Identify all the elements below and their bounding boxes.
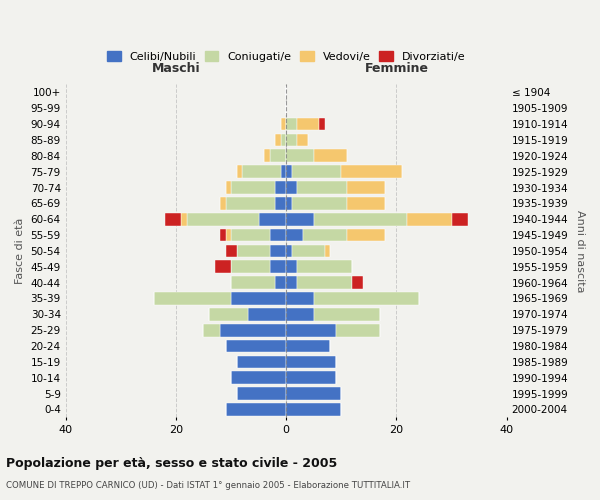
Bar bbox=[286, 244, 292, 258]
Text: Femmine: Femmine bbox=[364, 62, 428, 75]
Bar bbox=[220, 324, 286, 336]
Bar bbox=[275, 197, 286, 209]
Bar bbox=[154, 292, 231, 305]
Bar bbox=[226, 244, 236, 258]
Text: Maschi: Maschi bbox=[152, 62, 200, 75]
Bar bbox=[314, 292, 419, 305]
Bar bbox=[275, 181, 286, 194]
Bar bbox=[314, 150, 347, 162]
Bar bbox=[226, 197, 275, 209]
Bar bbox=[336, 324, 380, 336]
Bar bbox=[259, 213, 286, 226]
Bar bbox=[286, 181, 297, 194]
Bar bbox=[231, 276, 275, 289]
Bar bbox=[242, 166, 281, 178]
Bar bbox=[297, 260, 352, 273]
Bar bbox=[281, 166, 286, 178]
Bar bbox=[286, 387, 341, 400]
Bar bbox=[269, 260, 286, 273]
Bar bbox=[281, 118, 286, 130]
Legend: Celibi/Nubili, Coniugati/e, Vedovi/e, Divorziati/e: Celibi/Nubili, Coniugati/e, Vedovi/e, Di… bbox=[103, 47, 469, 66]
Bar bbox=[352, 276, 364, 289]
Bar bbox=[187, 213, 259, 226]
Bar bbox=[231, 260, 269, 273]
Bar bbox=[226, 228, 231, 241]
Bar bbox=[347, 197, 385, 209]
Bar bbox=[286, 276, 297, 289]
Bar bbox=[319, 118, 325, 130]
Bar bbox=[325, 244, 331, 258]
Bar bbox=[314, 213, 407, 226]
Bar bbox=[226, 181, 231, 194]
Bar bbox=[220, 228, 226, 241]
Bar bbox=[297, 181, 347, 194]
Bar bbox=[269, 228, 286, 241]
Bar bbox=[215, 260, 231, 273]
Text: Popolazione per età, sesso e stato civile - 2005: Popolazione per età, sesso e stato civil… bbox=[6, 458, 337, 470]
Bar bbox=[286, 228, 303, 241]
Bar bbox=[236, 387, 286, 400]
Bar bbox=[209, 308, 248, 320]
Bar bbox=[269, 150, 286, 162]
Bar bbox=[286, 197, 292, 209]
Bar bbox=[452, 213, 468, 226]
Bar bbox=[181, 213, 187, 226]
Bar bbox=[292, 244, 325, 258]
Bar bbox=[286, 308, 314, 320]
Bar bbox=[231, 292, 286, 305]
Bar bbox=[236, 244, 269, 258]
Bar bbox=[286, 166, 292, 178]
Bar bbox=[292, 197, 347, 209]
Y-axis label: Anni di nascita: Anni di nascita bbox=[575, 210, 585, 292]
Bar bbox=[292, 166, 341, 178]
Bar bbox=[303, 228, 347, 241]
Bar bbox=[341, 166, 402, 178]
Bar bbox=[281, 134, 286, 146]
Bar bbox=[236, 356, 286, 368]
Bar bbox=[275, 276, 286, 289]
Bar bbox=[286, 260, 297, 273]
Y-axis label: Fasce di età: Fasce di età bbox=[15, 218, 25, 284]
Bar bbox=[226, 403, 286, 416]
Bar bbox=[220, 197, 226, 209]
Bar bbox=[297, 118, 319, 130]
Bar bbox=[286, 340, 331, 352]
Bar bbox=[269, 244, 286, 258]
Bar bbox=[226, 340, 286, 352]
Bar bbox=[264, 150, 269, 162]
Bar bbox=[236, 166, 242, 178]
Bar bbox=[297, 276, 352, 289]
Bar bbox=[165, 213, 181, 226]
Bar bbox=[248, 308, 286, 320]
Bar bbox=[347, 181, 385, 194]
Bar bbox=[231, 181, 275, 194]
Bar bbox=[286, 372, 336, 384]
Bar bbox=[275, 134, 281, 146]
Bar bbox=[286, 213, 314, 226]
Bar bbox=[407, 213, 452, 226]
Text: COMUNE DI TREPPO CARNICO (UD) - Dati ISTAT 1° gennaio 2005 - Elaborazione TUTTIT: COMUNE DI TREPPO CARNICO (UD) - Dati IST… bbox=[6, 480, 410, 490]
Bar bbox=[286, 324, 336, 336]
Bar bbox=[286, 150, 314, 162]
Bar bbox=[286, 292, 314, 305]
Bar bbox=[347, 228, 385, 241]
Bar bbox=[231, 372, 286, 384]
Bar bbox=[286, 356, 336, 368]
Bar bbox=[203, 324, 220, 336]
Bar bbox=[286, 118, 297, 130]
Bar bbox=[286, 403, 341, 416]
Bar bbox=[231, 228, 269, 241]
Bar bbox=[314, 308, 380, 320]
Bar bbox=[297, 134, 308, 146]
Bar bbox=[286, 134, 297, 146]
